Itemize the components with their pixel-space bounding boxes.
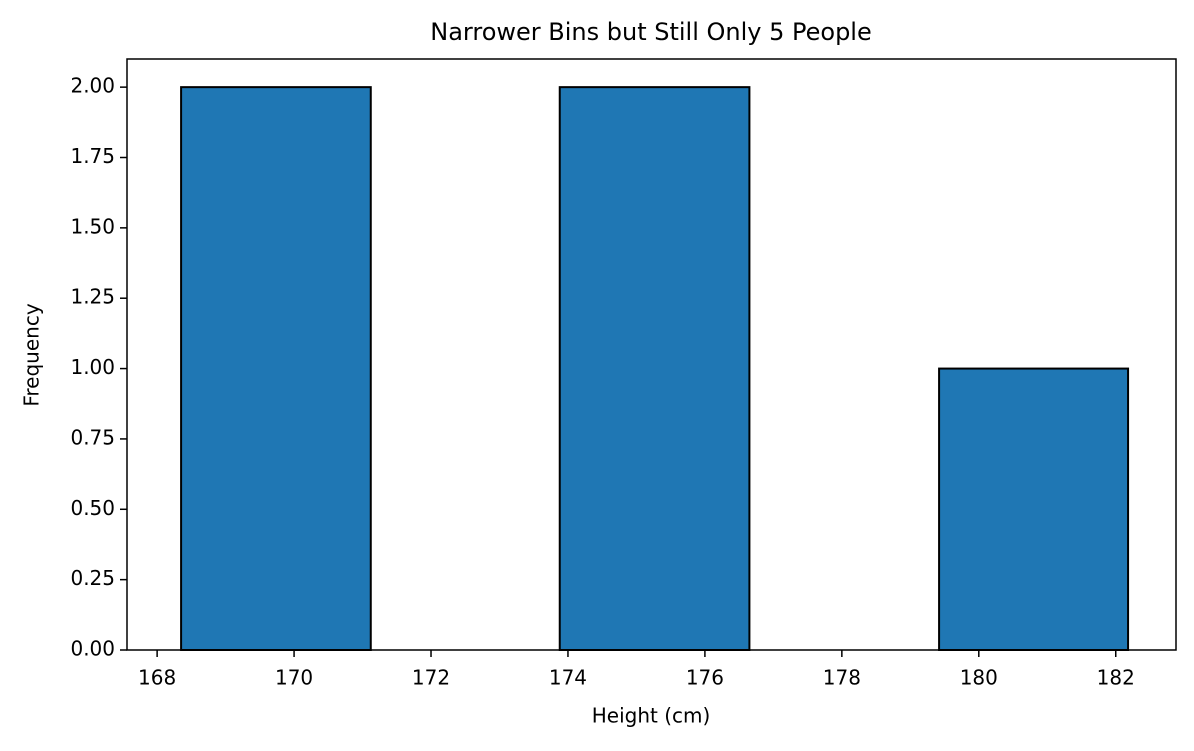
y-tick-label: 1.25	[70, 285, 115, 309]
y-tick-label: 0.50	[70, 496, 115, 520]
x-tick-label: 170	[275, 666, 313, 690]
x-axis-label: Height (cm)	[592, 704, 711, 728]
chart-title: Narrower Bins but Still Only 5 People	[430, 18, 872, 46]
bar	[180, 86, 372, 651]
y-tick-label: 1.50	[70, 214, 115, 238]
y-tick-label: 0.00	[70, 637, 115, 661]
x-tick-label: 178	[823, 666, 861, 690]
x-tick-label: 176	[686, 666, 724, 690]
plot-frame	[126, 58, 1177, 651]
x-tick-label: 174	[549, 666, 587, 690]
bar	[558, 86, 751, 651]
bar	[938, 367, 1130, 651]
x-tick-label: 182	[1097, 666, 1135, 690]
y-tick-label: 1.00	[70, 355, 115, 379]
x-tick-label: 168	[138, 666, 176, 690]
y-tick-label: 1.75	[70, 144, 115, 168]
y-tick-label: 2.00	[70, 74, 115, 98]
x-tick-label: 172	[412, 666, 450, 690]
y-axis-label: Frequency	[20, 303, 44, 406]
y-tick-label: 0.25	[70, 566, 115, 590]
y-tick-label: 0.75	[70, 425, 115, 449]
x-tick-label: 180	[960, 666, 998, 690]
